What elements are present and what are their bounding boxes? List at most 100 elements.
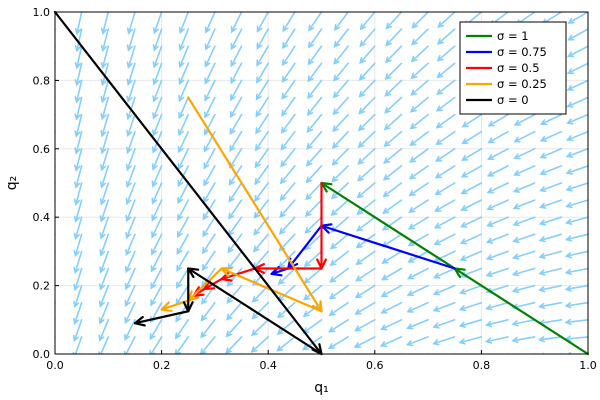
- field-arrow-head: [281, 92, 288, 100]
- field-arrow-head: [513, 119, 522, 126]
- field-arrow: [331, 130, 349, 149]
- field-arrow: [74, 165, 83, 189]
- field-arrow-shaft: [256, 12, 270, 33]
- field-arrow-head: [253, 228, 260, 236]
- field-arrow: [382, 182, 403, 198]
- field-arrow-head: [459, 238, 468, 245]
- field-arrow-head: [330, 192, 338, 200]
- field-arrow-shaft: [305, 199, 323, 217]
- field-arrow: [485, 318, 509, 328]
- field-arrow: [279, 182, 296, 202]
- field-arrow: [152, 28, 163, 52]
- field-arrow-head: [460, 221, 468, 228]
- field-arrow-head: [354, 308, 362, 315]
- field-arrow-head: [307, 92, 314, 100]
- field-arrow-shaft: [433, 318, 456, 328]
- field-arrow-head: [512, 220, 520, 227]
- field-arrow-head: [355, 275, 363, 282]
- field-arrow-head: [149, 349, 156, 354]
- field-arrow-shaft: [229, 148, 243, 169]
- field-arrow-shaft: [281, 96, 296, 117]
- field-arrow-shaft: [383, 148, 403, 164]
- field-arrow-head: [537, 336, 546, 343]
- field-arrow: [437, 12, 456, 28]
- field-arrow-head: [73, 300, 80, 309]
- field-arrow-shaft: [512, 250, 536, 259]
- field-arrow-shaft: [176, 267, 190, 289]
- field-arrow: [434, 199, 456, 212]
- field-arrow-shaft: [486, 216, 509, 227]
- field-arrow-head: [124, 333, 131, 341]
- field-arrow-head: [435, 122, 443, 129]
- field-arrow-head: [461, 121, 469, 128]
- field-arrow: [359, 12, 376, 31]
- field-arrow-head: [178, 26, 185, 35]
- field-arrow: [356, 182, 376, 199]
- field-arrow-head: [356, 225, 364, 232]
- field-arrow-head: [203, 145, 210, 153]
- field-arrow-shaft: [100, 199, 110, 222]
- field-arrow-shaft: [99, 284, 110, 307]
- field-arrow-head: [564, 285, 572, 292]
- field-arrow-shaft: [76, 45, 83, 69]
- field-arrow-head: [380, 291, 388, 297]
- field-arrow: [432, 336, 456, 346]
- field-arrow-shaft: [538, 318, 563, 325]
- field-arrow-shaft: [331, 148, 349, 166]
- field-arrow-head: [408, 206, 416, 213]
- field-arrow: [328, 284, 349, 300]
- field-arrow: [276, 336, 296, 352]
- field-arrow: [281, 62, 296, 83]
- field-arrow-shaft: [204, 96, 216, 118]
- field-arrow-head: [99, 266, 106, 274]
- field-arrow: [356, 199, 376, 215]
- field-arrow-shaft: [385, 12, 403, 30]
- series-segment: [133, 310, 190, 325]
- field-arrow-head: [511, 320, 519, 327]
- field-arrow: [228, 199, 243, 220]
- field-arrow: [72, 336, 83, 354]
- field-arrow-head: [410, 72, 418, 80]
- field-arrow: [513, 165, 536, 177]
- field-arrow-head: [230, 25, 237, 34]
- field-arrow-shaft: [152, 113, 163, 136]
- field-arrow-shaft: [435, 130, 456, 146]
- field-arrow-shaft: [251, 318, 270, 336]
- field-arrow-shaft: [512, 267, 536, 276]
- field-arrow-head: [359, 57, 366, 64]
- field-arrow-head: [436, 38, 444, 45]
- field-arrow-head: [305, 193, 312, 201]
- series-segment: [287, 224, 323, 270]
- field-arrow: [251, 318, 270, 337]
- y-tick-label: 0.2: [33, 280, 51, 293]
- field-arrow: [305, 148, 323, 167]
- field-arrow: [74, 113, 83, 138]
- field-arrow-shaft: [178, 79, 190, 102]
- field-arrow-shaft: [333, 62, 349, 82]
- field-arrow-shaft: [331, 199, 349, 216]
- field-arrow: [511, 336, 536, 344]
- field-arrow: [460, 182, 483, 195]
- field-arrow: [304, 216, 323, 234]
- field-arrow: [353, 336, 376, 348]
- field-arrow-shaft: [150, 336, 163, 354]
- field-arrow-head: [539, 119, 548, 126]
- field-arrow-shaft: [303, 267, 323, 284]
- field-arrow-shaft: [125, 233, 136, 256]
- field-arrow-head: [100, 147, 107, 155]
- field-arrow-head: [99, 283, 106, 291]
- field-arrow-head: [435, 138, 443, 146]
- field-arrow-shaft: [152, 148, 163, 170]
- field-arrow-head: [407, 240, 415, 247]
- field-arrow-shaft: [486, 267, 509, 277]
- series-segment: [187, 267, 323, 356]
- field-arrow-head: [408, 173, 416, 180]
- field-arrow-head: [409, 156, 417, 163]
- field-arrow-head: [433, 222, 442, 229]
- ticks: 0.0 0.2 0.4 0.6 0.8 1.0 0.0 0.2 0.4 0.6 0.8 1.0: [33, 6, 597, 372]
- field-arrow: [565, 233, 588, 242]
- field-arrow-shaft: [225, 336, 243, 354]
- series-segment: [320, 224, 456, 270]
- field-arrow: [305, 165, 323, 184]
